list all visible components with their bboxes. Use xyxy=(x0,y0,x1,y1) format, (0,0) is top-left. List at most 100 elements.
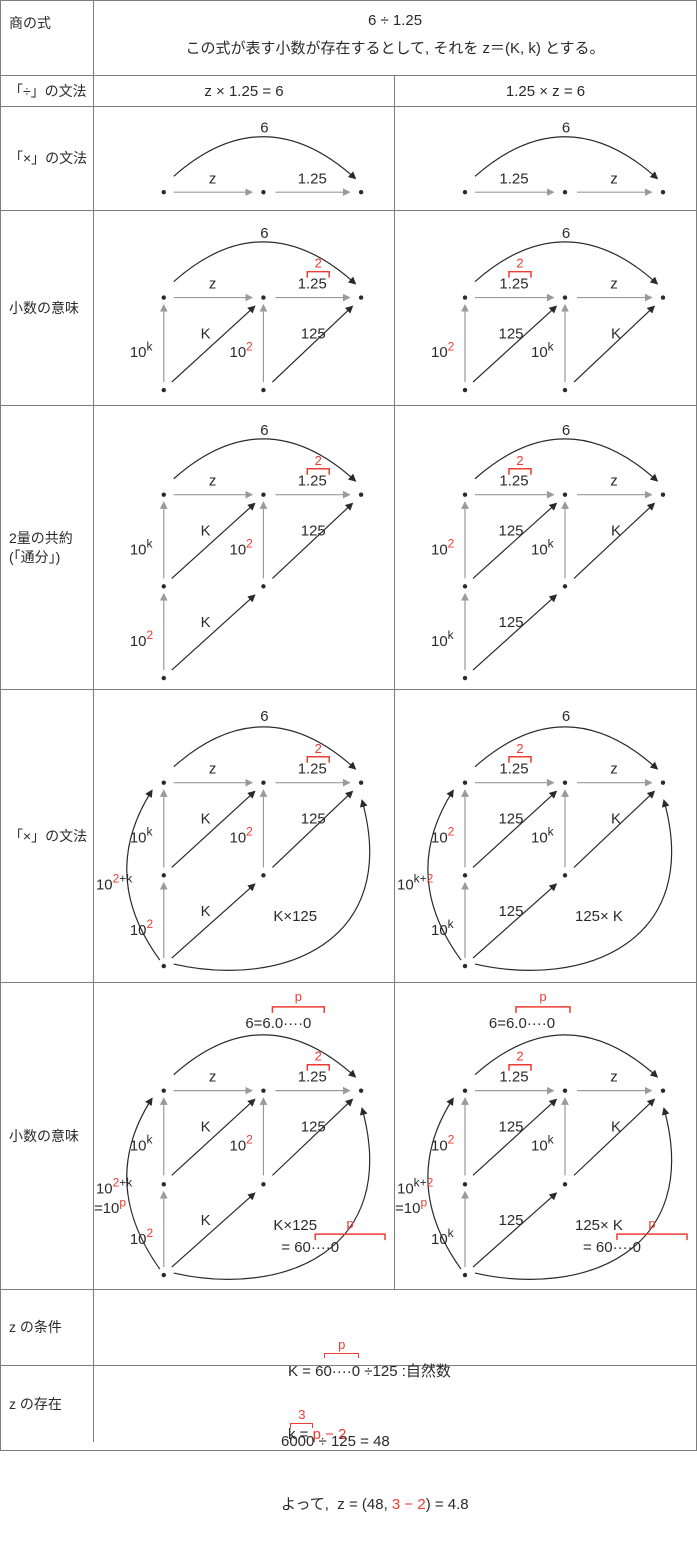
svg-text:K: K xyxy=(611,325,621,342)
svg-text:125: 125 xyxy=(301,523,326,540)
svg-text:102: 102 xyxy=(431,537,455,559)
svg-text:z: z xyxy=(610,170,617,187)
row-multiplication-grammar-2: 「×」の文法 6 z 1.25 2 10k 102 K 125 102 K 102+k K×125 6… xyxy=(1,689,696,982)
svg-text:6: 6 xyxy=(260,225,268,242)
row-z-condition: z の条件 K = 6 p 0····0 ÷125 :自然数 k = p − 2 xyxy=(1,1289,696,1443)
quotient-formula-cell: 6 ÷ 1.25 この式が表す小数が存在するとして, それを z＝(K, k) … xyxy=(94,1,696,75)
svg-text:6=6.0····0: 6=6.0····0 xyxy=(489,1015,555,1032)
diagram-decimal-meaning2-left: 6=6.0····0 p z 1.25 2 10k 102 K 125 102 K 102+k=10p… xyxy=(94,989,386,1280)
svg-text:1.25: 1.25 xyxy=(499,1069,528,1086)
svg-text:K: K xyxy=(201,1212,211,1229)
formula-line: 6 3 000 ÷ 125 = 48 xyxy=(281,1408,696,1452)
diagram-cell: z 1.25 6 xyxy=(94,107,395,210)
row-decimal-meaning-1: 小数の意味 6 z 1.25 2 10k 102 K 125 6 1.25 z 2 102 10k 125… xyxy=(1,210,696,405)
diagram-common-denominator-right: 6 1.25 z 2 102 10k 125 K 10k 125 xyxy=(431,422,666,681)
svg-text:102: 102 xyxy=(230,1132,254,1154)
svg-text:2: 2 xyxy=(315,256,322,271)
diagram-decimal-meaning-right: 6 1.25 z 2 102 10k 125 K xyxy=(431,225,666,393)
svg-text:10k: 10k xyxy=(431,628,454,650)
svg-text:6: 6 xyxy=(260,121,268,137)
svg-text:1.25: 1.25 xyxy=(298,276,327,293)
svg-text:z: z xyxy=(209,1069,216,1086)
formula-text: K = 6 xyxy=(288,1363,324,1380)
overbraced-zeros: 3 000 xyxy=(289,1408,314,1452)
diagram-mult-grammar-left: z 1.25 6 xyxy=(161,121,364,197)
svg-text:1.25: 1.25 xyxy=(499,473,528,490)
svg-text:125× K: 125× K xyxy=(575,1217,623,1234)
svg-text:p: p xyxy=(648,1216,655,1231)
svg-text:10k: 10k xyxy=(531,1132,554,1154)
quotient-expression: 6 ÷ 1.25 xyxy=(367,12,423,29)
row-header-label: 「×」の文法 xyxy=(9,827,88,844)
svg-text:102: 102 xyxy=(230,825,254,847)
svg-text:10k: 10k xyxy=(130,339,153,361)
svg-text:102: 102 xyxy=(130,628,154,650)
svg-text:102+k: 102+k xyxy=(96,871,132,893)
svg-text:1.25: 1.25 xyxy=(298,171,327,187)
formula-text: 6 xyxy=(281,1433,290,1450)
svg-text:K: K xyxy=(201,325,211,342)
svg-text:z: z xyxy=(610,473,617,490)
z-existence-formula: 6 3 000 ÷ 125 = 48 よって, z = (48, 3 − 2) = … xyxy=(94,1366,696,1513)
svg-text:p: p xyxy=(347,1216,354,1231)
row-header-label: z の条件 xyxy=(9,1319,62,1335)
svg-text:p: p xyxy=(295,989,302,1004)
svg-text:K: K xyxy=(201,523,211,540)
formula-line: よって, z = (48, 3 − 2) = 4.8 xyxy=(281,1494,696,1515)
svg-text:6: 6 xyxy=(562,708,570,725)
row-header-label-2: (「通分」) xyxy=(9,548,61,565)
svg-text:= 60····0: = 60····0 xyxy=(281,1239,339,1256)
formula-text: よって, z = (48, xyxy=(281,1496,392,1513)
svg-text:1.25: 1.25 xyxy=(298,473,327,490)
diagram-mult-grammar2-right: 6 1.25 z 2 102 10k 125 K 10k 125 10k+2 125× K xyxy=(397,708,673,971)
svg-text:z: z xyxy=(610,761,617,778)
svg-text:K: K xyxy=(611,1119,621,1136)
svg-text:K×125: K×125 xyxy=(273,908,317,925)
svg-text:K: K xyxy=(201,1119,211,1136)
overbrace-label: p xyxy=(338,1337,346,1352)
zeros-text: 0····0 xyxy=(323,1363,361,1380)
svg-text:102: 102 xyxy=(431,825,455,847)
svg-text:125: 125 xyxy=(498,325,523,342)
svg-text:102: 102 xyxy=(431,1132,455,1154)
row-header: 商の式 xyxy=(1,1,94,75)
svg-text:= 60····0: = 60····0 xyxy=(583,1239,641,1256)
row-header: z の存在 xyxy=(1,1366,94,1442)
formula-text: ) = 4.8 xyxy=(425,1496,469,1513)
svg-text:125: 125 xyxy=(301,1119,326,1136)
svg-text:10k: 10k xyxy=(531,339,554,361)
overbrace xyxy=(290,1423,314,1428)
formula-red-text: p − 2 xyxy=(312,1426,347,1443)
z-condition-formula: K = 6 p 0····0 ÷125 :自然数 k = p − 2 xyxy=(94,1290,696,1443)
svg-text:125: 125 xyxy=(498,1119,523,1136)
row-z-existence: z の存在 6 3 000 ÷ 125 = 48 よって, z = (48, 3 −… xyxy=(1,1365,696,1513)
svg-text:10k: 10k xyxy=(130,537,153,559)
svg-text:=10p: =10p xyxy=(94,1195,126,1217)
svg-text:125: 125 xyxy=(498,903,523,920)
row-division-grammar: 「÷」の文法 z × 1.25 = 6 1.25 × z = 6 xyxy=(1,75,696,106)
svg-text:102: 102 xyxy=(230,339,254,361)
diagram-cell: 6 z 1.25 2 10k 102 K 125 102 K 102+k K×125 xyxy=(94,690,395,982)
svg-text:125: 125 xyxy=(498,1212,523,1229)
diagram-common-denominator-left: 6 z 1.25 2 10k 102 K 125 102 K xyxy=(130,422,364,681)
diagram-cell: 6 1.25 z 2 102 10k 125 K xyxy=(395,211,696,405)
svg-text:6: 6 xyxy=(562,120,570,137)
svg-text:10k: 10k xyxy=(531,537,554,559)
svg-text:125: 125 xyxy=(301,325,326,342)
svg-text:1.25: 1.25 xyxy=(499,170,528,187)
row-header: 「×」の文法 xyxy=(1,690,94,982)
svg-text:=10p: =10p xyxy=(395,1195,427,1217)
svg-text:1.25: 1.25 xyxy=(298,761,327,778)
diagram-mult-grammar-right: 1.25 z 6 xyxy=(462,120,666,197)
row-header-label: 商の式 xyxy=(9,15,51,31)
svg-text:125: 125 xyxy=(498,811,523,828)
svg-text:10k: 10k xyxy=(130,1132,153,1154)
svg-text:K: K xyxy=(201,903,211,920)
svg-text:1.25: 1.25 xyxy=(499,761,528,778)
svg-text:10k+2: 10k+2 xyxy=(397,1175,434,1197)
svg-text:102: 102 xyxy=(130,917,154,939)
svg-text:10k: 10k xyxy=(431,917,454,939)
diagram-decimal-meaning2-right: 6=6.0····0 p 1.25 z 2 102 10k 125 K 10k 125 10k+2=1… xyxy=(395,989,688,1280)
svg-text:125× K: 125× K xyxy=(575,908,623,925)
svg-text:2: 2 xyxy=(516,256,523,271)
